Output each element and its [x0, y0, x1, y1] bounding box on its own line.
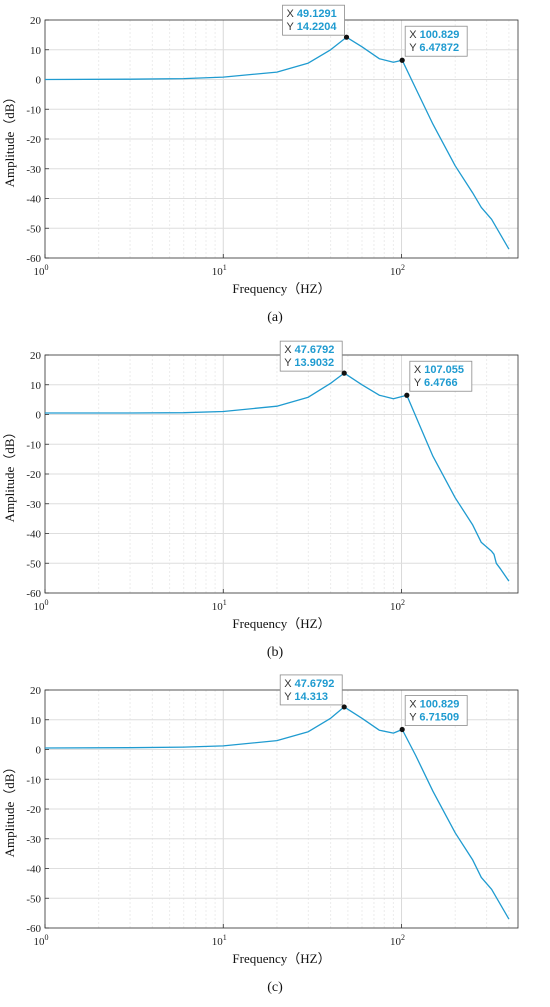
datatip-y: Y 13.9032 — [284, 357, 334, 369]
chart-c-caption: (c) — [267, 980, 283, 995]
x-tick-label: 100 — [34, 263, 49, 278]
x-tick-label: 100 — [34, 933, 49, 948]
y-tick-label: 20 — [30, 15, 42, 27]
x-tick-label: 102 — [390, 933, 405, 948]
x-tick-label: 101 — [212, 933, 227, 948]
x-axis-label: Frequency（HZ） — [232, 281, 330, 296]
y-tick-label: -50 — [26, 893, 41, 905]
chart-b-caption: (b) — [266, 645, 284, 660]
datatip-marker[interactable] — [341, 704, 347, 710]
y-tick-label: -40 — [26, 194, 41, 206]
y-tick-label: -30 — [26, 499, 41, 511]
y-tick-label: -60 — [26, 923, 41, 935]
x-tick-label: 100 — [34, 598, 49, 613]
series-line — [44, 36, 510, 250]
y-tick-label: -40 — [26, 529, 41, 541]
datatip-marker[interactable] — [341, 370, 347, 376]
datatip-marker[interactable] — [399, 57, 405, 63]
x-tick-label: 101 — [212, 598, 227, 613]
y-axis-label: Amplitude（dB） — [2, 761, 17, 858]
series-line — [44, 706, 510, 920]
y-tick-label: -50 — [26, 223, 41, 235]
y-tick-label: 0 — [36, 745, 42, 757]
x-axis-label: Frequency（HZ） — [232, 951, 330, 966]
datatip-x: X 47.6792 — [284, 678, 334, 690]
datatip-marker[interactable] — [399, 726, 405, 733]
y-tick-label: 0 — [36, 410, 42, 422]
x-tick-label: 102 — [390, 263, 405, 278]
y-tick-label: -60 — [26, 588, 41, 600]
y-tick-label: 20 — [30, 685, 42, 697]
datatip-marker[interactable] — [404, 392, 410, 398]
y-axis-label: Amplitude（dB） — [2, 91, 17, 188]
y-tick-label: -20 — [26, 134, 41, 146]
datatip-x: X 100.829 — [409, 699, 459, 711]
datatip-x: X 49.1291 — [287, 8, 337, 20]
y-tick-label: 10 — [30, 715, 42, 727]
y-tick-label: -20 — [26, 804, 41, 816]
y-tick-label: 20 — [30, 350, 42, 362]
y-tick-label: -10 — [26, 104, 41, 116]
chart-panel-b: 20 10 0 -10 -20 -30 -40 -50 -60 100 101 102 Frequenc… — [0, 335, 550, 670]
series-line — [45, 372, 510, 582]
datatip-y: Y 6.4766 — [414, 377, 458, 389]
datatip-y: Y 6.71509 — [409, 712, 459, 724]
y-tick-label: -40 — [26, 864, 41, 876]
chart-panel-a: 20 10 0 -10 -20 -30 -40 -50 -60 100 101 102 Frequenc… — [0, 0, 550, 335]
x-tick-label: 101 — [212, 263, 227, 278]
datatip-y: Y 6.47872 — [409, 42, 459, 54]
y-tick-label: -10 — [26, 774, 41, 786]
y-tick-label: 0 — [36, 75, 42, 87]
y-tick-label: -30 — [26, 834, 41, 846]
y-tick-label: -50 — [26, 558, 41, 570]
chart-a-caption: (a) — [267, 310, 283, 325]
datatip-y: Y 14.2204 — [287, 21, 338, 33]
y-tick-label: -20 — [26, 469, 41, 481]
datatip-x: X 47.6792 — [284, 344, 334, 356]
datatip-y: Y 14.313 — [284, 691, 328, 703]
y-tick-label: -30 — [26, 164, 41, 176]
y-tick-label: 10 — [30, 380, 42, 392]
x-axis-label: Frequency（HZ） — [232, 616, 330, 631]
datatip-x: X 100.829 — [409, 29, 459, 41]
y-axis-label: Amplitude（dB） — [2, 426, 17, 523]
y-tick-label: 10 — [30, 45, 42, 57]
x-tick-label: 102 — [390, 598, 405, 613]
datatip-marker[interactable] — [343, 34, 350, 40]
datatip-x: X 107.055 — [414, 364, 464, 376]
y-tick-label: -10 — [26, 439, 41, 451]
y-tick-label: -60 — [26, 253, 41, 265]
chart-panel-c: 20 10 0 -10 -20 -30 -40 -50 -60 100 101 102 Frequenc… — [0, 670, 550, 1007]
